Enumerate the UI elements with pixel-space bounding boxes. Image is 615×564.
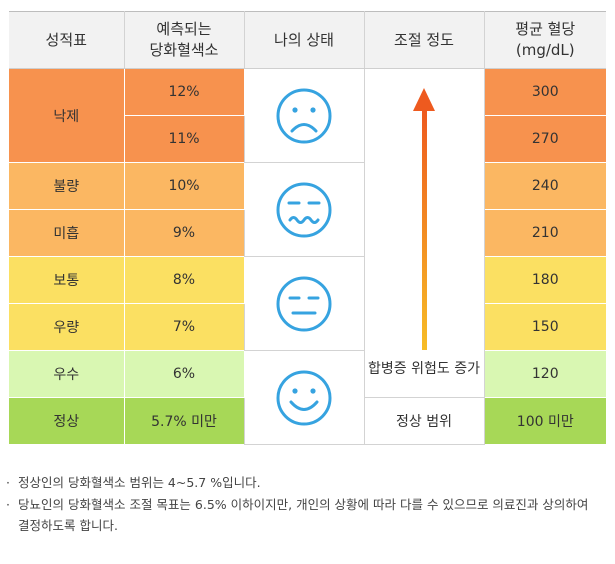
bullet: · — [6, 497, 10, 512]
glucose-value: 120 — [484, 350, 606, 398]
control-arrow-cell: 합병증 위험도 증가 — [363, 68, 485, 398]
status-cell — [243, 350, 365, 445]
note-item: · 정상인의 당화혈색소 범위는 4~5.7 %입니다. — [6, 472, 606, 493]
hba1c-grade-table: 성적표 예측되는 당화혈색소 나의 상태 조절 정도 평균 혈당 (mg/dL) 낙… — [9, 11, 606, 445]
smiling-face-icon — [276, 370, 332, 425]
table-row: 우량 7% 150 — [9, 303, 606, 351]
neutral-face-icon — [276, 276, 332, 331]
table-row: 11% 270 — [9, 115, 606, 163]
hba1c-value: 9% — [124, 209, 245, 257]
table-row: 낙제 12% — [9, 68, 606, 398]
header-grade: 성적표 — [9, 11, 125, 69]
glucose-value: 210 — [484, 209, 606, 257]
grade-good: 우량 — [9, 303, 125, 351]
grade-insufficient: 미흡 — [9, 209, 125, 257]
hba1c-value: 6% — [124, 350, 245, 398]
grade-fail: 낙제 — [9, 68, 125, 163]
grade-average: 보통 — [9, 256, 125, 304]
table-row: 우수 6% 120 — [9, 350, 606, 445]
table-header-row: 성적표 예측되는 당화혈색소 나의 상태 조절 정도 평균 혈당 (mg/dL) — [9, 11, 606, 69]
table-row: 정상 5.7% 미만 정상 범위 100 미만 — [9, 397, 606, 445]
glucose-value: 300 — [484, 68, 606, 116]
note-item: · 당뇨인의 당화혈색소 조절 목표는 6.5% 이하이지만, 개인의 상황에 따… — [6, 494, 606, 536]
table-row: 미흡 9% 210 — [9, 209, 606, 257]
glucose-value: 100 미만 — [484, 397, 606, 445]
bullet: · — [6, 475, 10, 490]
grade-excellent: 우수 — [9, 350, 125, 398]
header-glucose: 평균 혈당 (mg/dL) — [484, 11, 606, 69]
hba1c-value: 10% — [124, 162, 245, 210]
up-arrow-icon — [412, 88, 435, 350]
table-row: 불량 10% 240 — [9, 162, 606, 257]
glucose-value: 240 — [484, 162, 606, 210]
grade-poor: 불량 — [9, 162, 125, 210]
notes: · 정상인의 당화혈색소 범위는 4~5.7 %입니다. · 당뇨인의 당화혈색소 … — [6, 472, 606, 537]
hba1c-value: 11% — [124, 115, 245, 163]
header-status: 나의 상태 — [244, 11, 365, 69]
glucose-value: 150 — [484, 303, 606, 351]
hba1c-value: 12% — [124, 68, 245, 116]
table-row: 보통 8% 180 — [9, 256, 606, 351]
hba1c-value: 7% — [124, 303, 245, 351]
status-cell — [243, 68, 365, 163]
wavy-mouth-face-icon — [276, 182, 332, 237]
glucose-value: 180 — [484, 256, 606, 304]
grade-normal: 정상 — [9, 397, 125, 445]
glucose-value: 270 — [484, 115, 606, 163]
header-control: 조절 정도 — [364, 11, 485, 69]
status-cell — [243, 162, 365, 257]
hba1c-value: 8% — [124, 256, 245, 304]
header-hba1c: 예측되는 당화혈색소 — [124, 11, 245, 69]
risk-increase-label: 합병증 위험도 증가 — [368, 361, 480, 377]
hba1c-value: 5.7% 미만 — [124, 397, 245, 445]
sad-face-icon — [276, 88, 332, 143]
normal-range-label: 정상 범위 — [363, 397, 485, 445]
status-cell — [243, 256, 365, 351]
